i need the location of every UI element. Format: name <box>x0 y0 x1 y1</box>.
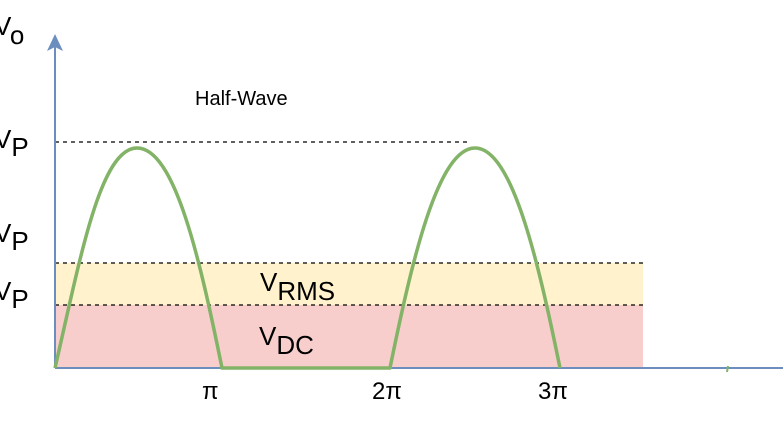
vp-label-peak: VP <box>0 124 29 162</box>
vdc-band <box>55 305 643 368</box>
x-tick-3pi: 3π <box>538 378 568 405</box>
vdc-label: VDC <box>259 321 314 360</box>
vp-label-dc: VP <box>0 276 29 314</box>
y-axis-label: Vo <box>0 11 24 50</box>
waveform-tick <box>726 365 729 373</box>
waveform <box>53 146 562 370</box>
x-tick-2pi: 2π <box>372 378 402 405</box>
vrms-band <box>55 263 643 305</box>
vrms-label: VRMS <box>260 267 335 306</box>
y-axis-arrow-icon <box>47 34 63 51</box>
diagram-title: Half-Wave <box>195 88 288 110</box>
vp-label-rms: VP <box>0 218 29 256</box>
x-tick-pi: π <box>202 378 219 405</box>
